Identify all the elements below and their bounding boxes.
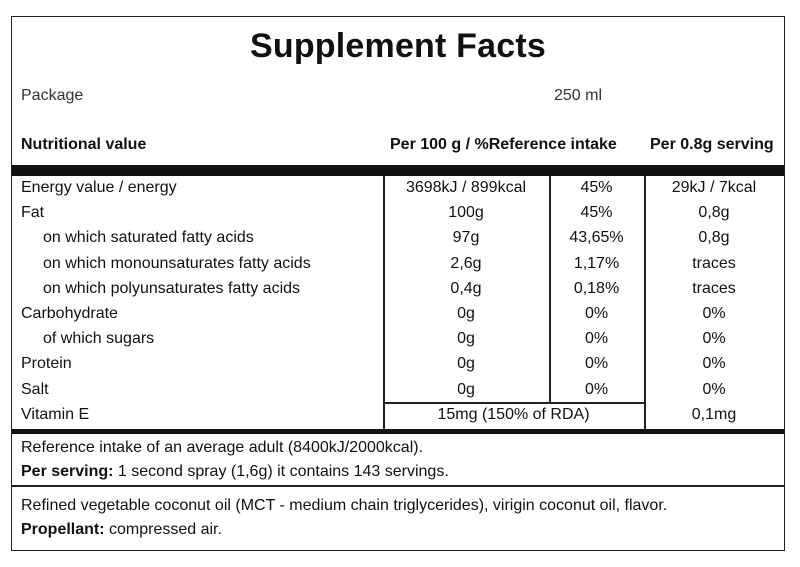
row-per100: 97g xyxy=(452,229,480,247)
row-serving: 0,8g xyxy=(698,204,730,222)
table-row: Vitamin E 15mg (150% of RDA) 0,1mg xyxy=(12,403,783,428)
propellant-text: compressed air. xyxy=(104,521,222,538)
table-row: Energy value / energy 3698kJ / 899kcal 4… xyxy=(12,176,783,201)
serving-note: Per serving: 1 second spray (1,6g) it co… xyxy=(21,463,449,481)
row-per100: 0g xyxy=(457,304,475,322)
row-ri: 0% xyxy=(584,355,609,373)
row-ri: 0% xyxy=(584,380,609,398)
row-serving: 0% xyxy=(702,330,726,348)
table-row: on which polyunsaturates fatty acids 0,4… xyxy=(12,277,783,302)
row-name: on which polyunsaturates fatty acids xyxy=(43,279,301,297)
table-row: Salt 0g 0% 0% xyxy=(12,378,783,403)
row-name: on which monounsaturates fatty acids xyxy=(43,254,311,272)
row-per100: 2,6g xyxy=(450,254,482,272)
reference-intake-note: Reference intake of an average adult (84… xyxy=(21,439,424,456)
row-name: of which sugars xyxy=(43,330,155,348)
row-serving: traces xyxy=(692,279,736,297)
row-name: Carbohydrate xyxy=(21,304,118,322)
table-row: Fat 100g 45% 0,8g xyxy=(12,201,783,226)
header-per-serving: Per 0.8g serving xyxy=(650,136,774,153)
row-per100: 0g xyxy=(457,330,475,348)
thick-divider xyxy=(12,429,784,434)
package-label: Package xyxy=(21,87,84,104)
propellant-label: Propellant: xyxy=(21,521,105,538)
table-row: Protein 0g 0% 0% xyxy=(12,352,783,377)
row-serving: 0,8g xyxy=(698,229,730,247)
row-ri: 45% xyxy=(580,204,613,222)
row-per100: 100g xyxy=(448,204,484,222)
table-row: on which monounsaturates fatty acids 2,6… xyxy=(12,252,783,277)
row-per100: 3698kJ / 899kcal xyxy=(405,179,527,196)
row-serving: 29kJ / 7kcal xyxy=(671,179,757,196)
table-row: of which sugars 0g 0% 0% xyxy=(12,327,783,352)
row-name: on which saturated fatty acids xyxy=(43,229,254,247)
row-per100-merged: 15mg (150% of RDA) xyxy=(437,405,590,423)
row-serving: traces xyxy=(692,254,736,272)
row-serving: 0% xyxy=(702,304,726,322)
divider xyxy=(12,485,784,487)
propellant-note: Propellant: compressed air. xyxy=(21,521,222,539)
row-per100: 0g xyxy=(457,355,475,373)
row-serving: 0% xyxy=(702,355,726,373)
nutrition-table: Energy value / energy 3698kJ / 899kcal 4… xyxy=(12,176,783,428)
ingredients-note: Refined vegetable coconut oil (MCT - med… xyxy=(21,497,668,514)
row-ri: 43,65% xyxy=(569,229,624,247)
row-ri: 1,17% xyxy=(573,254,620,272)
row-serving: 0% xyxy=(702,380,726,398)
row-name: Vitamin E xyxy=(21,405,90,423)
header-per-100g: Per 100 g / %Reference intake xyxy=(390,136,617,153)
thick-divider xyxy=(12,165,784,176)
page-title: Supplement Facts xyxy=(249,27,547,65)
row-name: Salt xyxy=(21,380,49,398)
row-per100: 0g xyxy=(457,380,475,398)
row-name: Protein xyxy=(21,355,72,373)
row-ri: 45% xyxy=(580,179,613,196)
row-name: Energy value / energy xyxy=(21,179,177,196)
serving-label: Per serving: xyxy=(21,463,114,480)
row-ri: 0% xyxy=(584,304,609,322)
table-row: on which saturated fatty acids 97g 43,65… xyxy=(12,226,783,251)
row-ri: 0,18% xyxy=(573,279,620,297)
serving-text: 1 second spray (1,6g) it contains 143 se… xyxy=(113,463,449,480)
row-name: Fat xyxy=(21,204,45,222)
supplement-facts-panel: Supplement Facts Package 250 ml Nutritio… xyxy=(11,16,785,551)
table-row: Carbohydrate 0g 0% 0% xyxy=(12,302,783,327)
row-ri: 0% xyxy=(584,330,609,348)
header-nutritional-value: Nutritional value xyxy=(21,136,147,153)
row-per100: 0,4g xyxy=(450,279,482,297)
row-serving: 0,1mg xyxy=(691,405,737,423)
package-value: 250 ml xyxy=(554,87,603,104)
